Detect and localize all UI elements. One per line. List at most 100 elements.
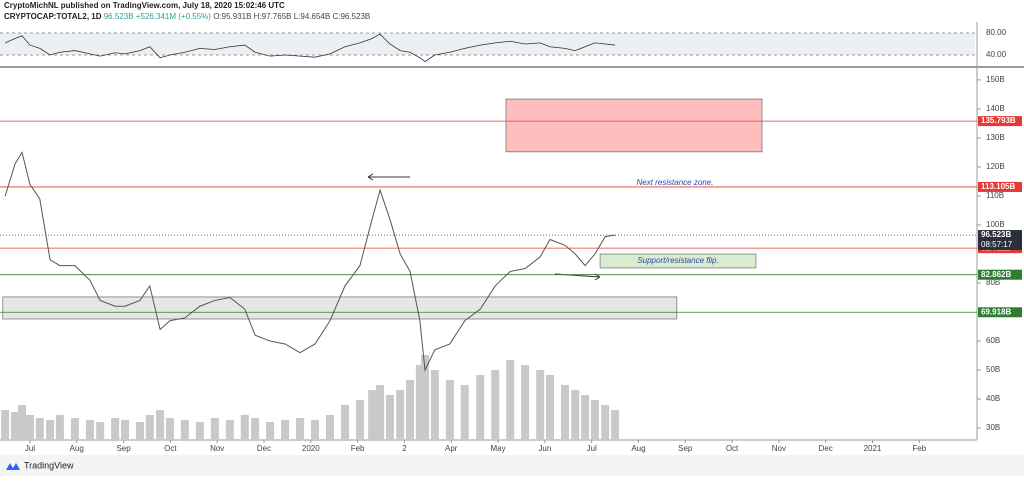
symbol: CRYPTOCAP:TOTAL2, 1D — [4, 12, 102, 21]
rsi-tick-label: 40.00 — [986, 50, 1007, 59]
volume-bar — [180, 420, 189, 440]
volume-bar — [1, 410, 10, 440]
volume-bar — [340, 405, 349, 440]
level-label: 69.918B — [981, 307, 1011, 316]
countdown: 08:57:17 — [981, 240, 1013, 249]
change: +526.341M (+0.55%) — [136, 12, 211, 21]
volume-bar — [135, 422, 144, 440]
volume-bar — [536, 370, 545, 440]
last: 96.523B — [104, 12, 134, 21]
footer-bar — [0, 455, 1024, 476]
y-tick-label: 30B — [986, 423, 1000, 432]
volume-bar — [506, 360, 515, 440]
x-tick-label: 2 — [402, 444, 407, 453]
volume-bar — [355, 400, 364, 440]
volume-bar — [210, 418, 219, 440]
volume-bar — [611, 410, 620, 440]
y-tick-label: 40B — [986, 394, 1000, 403]
volume-bar — [46, 420, 55, 440]
volume-bar — [421, 355, 430, 440]
arrow — [367, 173, 410, 181]
y-tick-label: 140B — [986, 104, 1005, 113]
volume-bar — [491, 370, 500, 440]
y-tick-label: 80B — [986, 278, 1000, 287]
price-line — [4, 151, 616, 372]
volume-bar — [85, 420, 94, 440]
volume-bar — [70, 418, 79, 440]
high: H:97.765B — [254, 12, 292, 21]
volume-bar — [225, 420, 234, 440]
volume-bar — [195, 422, 204, 440]
current-price-label: 96.523B — [981, 230, 1011, 239]
x-tick-label: May — [490, 444, 505, 453]
volume-bar — [145, 415, 154, 440]
volume-bar — [430, 370, 439, 440]
volume-bar — [17, 405, 26, 440]
y-tick-label: 60B — [986, 336, 1000, 345]
volume-bar — [35, 418, 44, 440]
volume-bar — [521, 365, 530, 440]
y-tick-label: 150B — [986, 75, 1005, 84]
volume-bar — [560, 385, 569, 440]
level-tag — [978, 269, 1022, 280]
volume-bar — [601, 405, 610, 440]
x-tick-label: Aug — [631, 444, 645, 453]
author-line: CryptoMichNL published on TradingView.co… — [4, 1, 285, 10]
level-tag — [978, 116, 1022, 127]
x-tick-label: Apr — [445, 444, 458, 453]
volume-bar — [460, 385, 469, 440]
zone — [505, 98, 763, 153]
volume-bar — [590, 400, 599, 440]
volume-bar — [55, 415, 64, 440]
x-tick-label: Oct — [164, 444, 177, 453]
low: L:94.654B — [294, 12, 330, 21]
volume-bar — [385, 395, 394, 440]
volume-bar — [240, 415, 249, 440]
symbol-line: CRYPTOCAP:TOTAL2, 1D 96.523B +526.341M (… — [4, 12, 370, 21]
volume-bar — [445, 380, 454, 440]
volume-bar — [120, 420, 129, 440]
volume-bar — [10, 412, 19, 440]
volume-bar — [296, 418, 305, 440]
y-tick-label: 130B — [986, 133, 1005, 142]
zone — [599, 253, 757, 269]
y-tick-label: 120B — [986, 162, 1005, 171]
rsi-tick-label: 80.00 — [986, 28, 1007, 37]
open: O:95.931B — [213, 12, 251, 21]
rsi-line — [4, 33, 616, 63]
logo — [6, 463, 20, 470]
x-tick-label: Nov — [210, 444, 224, 453]
y-tick-label: 100B — [986, 220, 1005, 229]
level-label: 135.793B — [981, 116, 1016, 125]
volume-bar — [325, 415, 334, 440]
volume-bar — [406, 380, 415, 440]
x-tick-label: Oct — [726, 444, 739, 453]
x-tick-label: Jul — [587, 444, 597, 453]
x-tick-label: 2021 — [864, 444, 882, 453]
level-tag — [978, 181, 1022, 192]
close: C:96.523B — [332, 12, 370, 21]
x-tick-label: Sep — [678, 444, 693, 453]
volume-bar — [545, 375, 554, 440]
volume-bar — [311, 420, 320, 440]
x-tick-label: Feb — [912, 444, 926, 453]
volume-bar — [581, 395, 590, 440]
x-tick-label: Dec — [819, 444, 833, 453]
volume-bar — [111, 418, 120, 440]
brand: TradingView — [24, 460, 74, 470]
x-tick-label: Dec — [257, 444, 271, 453]
volume-bar — [25, 415, 34, 440]
x-tick-label: Sep — [116, 444, 131, 453]
volume-bar — [96, 422, 105, 440]
x-tick-label: Feb — [351, 444, 365, 453]
volume-bar — [266, 422, 275, 440]
volume-bar — [156, 410, 165, 440]
volume-bar — [281, 420, 290, 440]
volume-bar — [396, 390, 405, 440]
zone-label: Support/resistance flip. — [637, 256, 718, 265]
zone — [2, 296, 678, 320]
x-tick-label: Jul — [25, 444, 35, 453]
x-tick-label: Aug — [70, 444, 84, 453]
